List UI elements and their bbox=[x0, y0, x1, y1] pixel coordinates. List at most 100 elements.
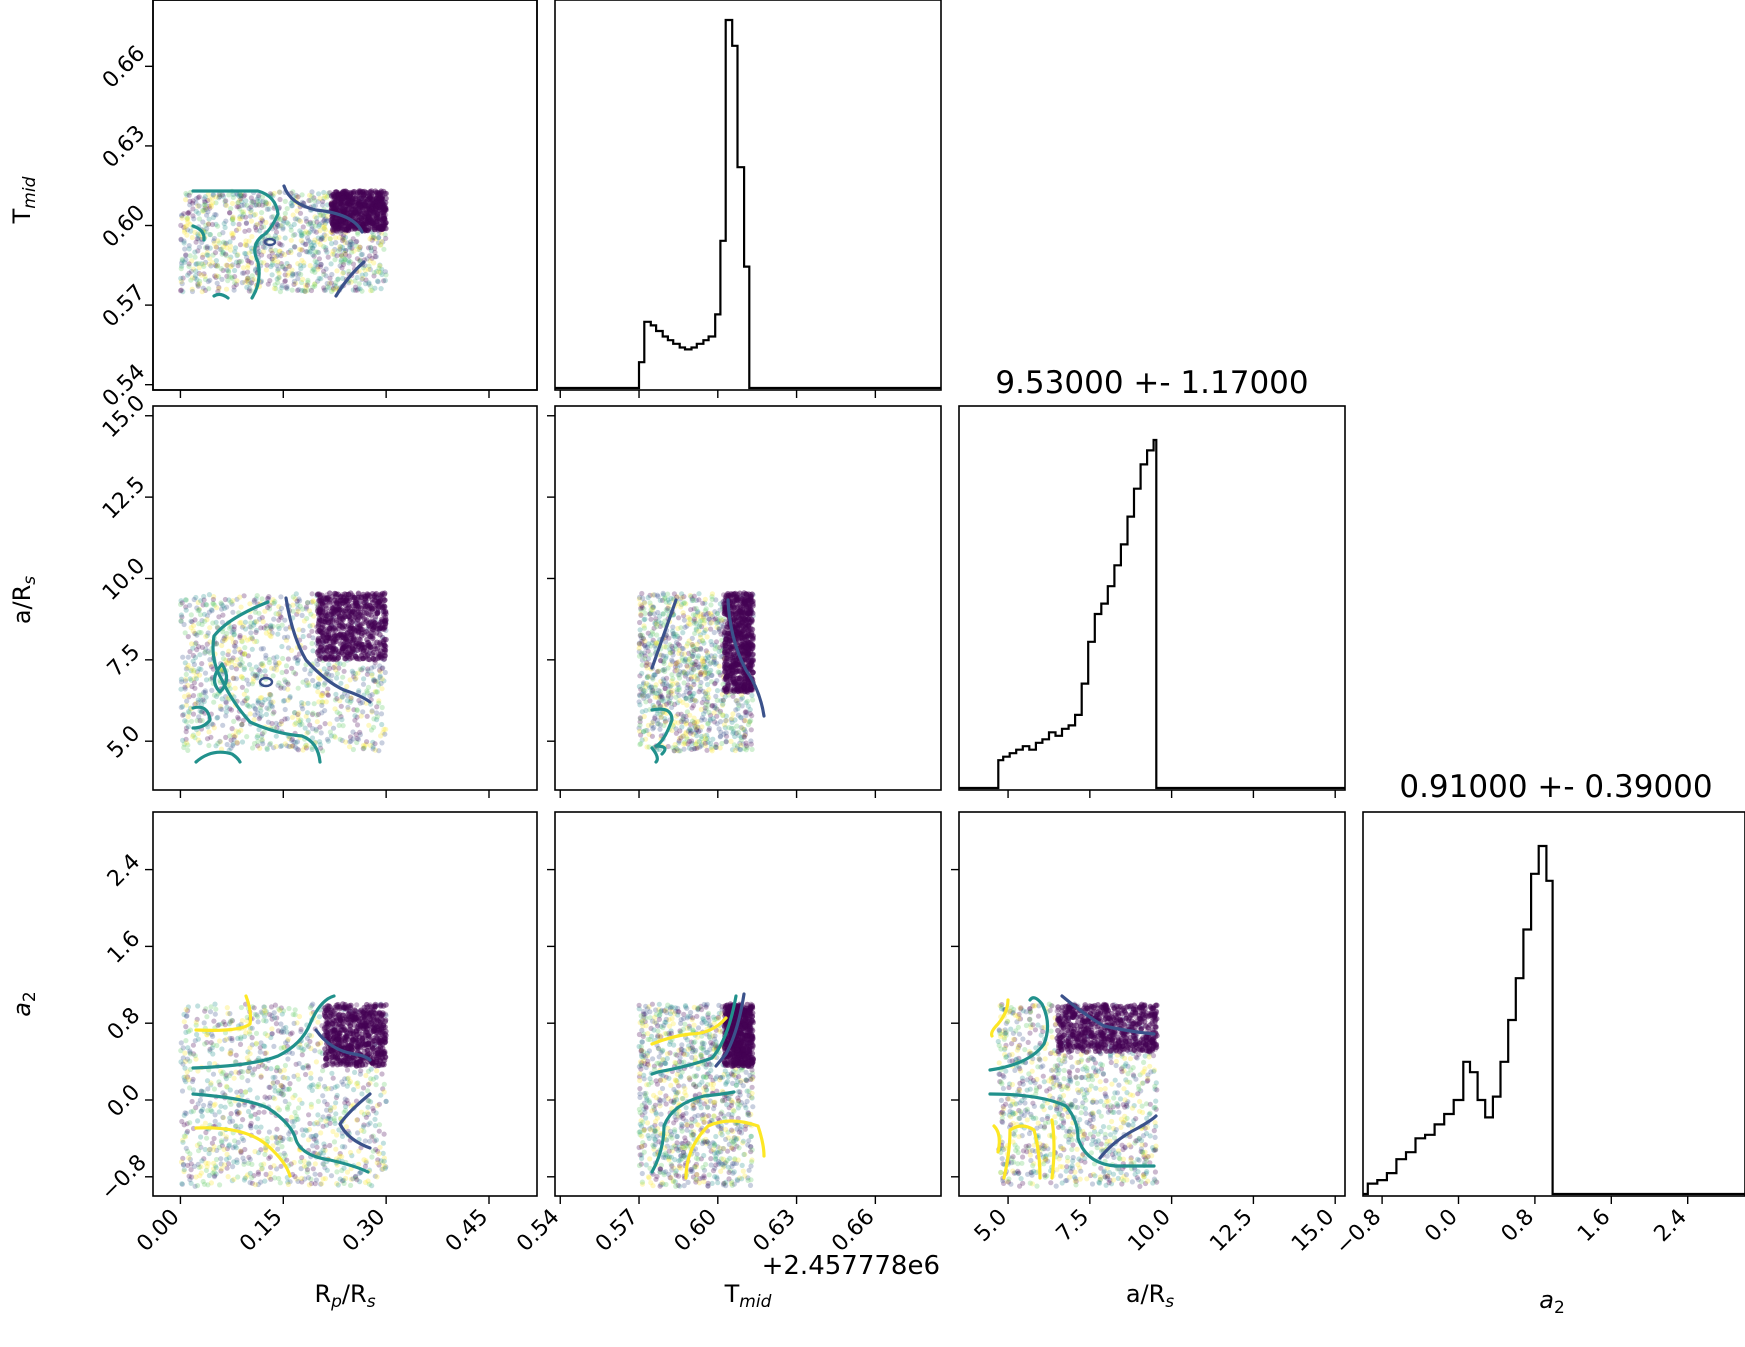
scatter-point bbox=[355, 736, 362, 742]
scatter-point bbox=[256, 248, 262, 255]
scatter-point-dense bbox=[332, 224, 339, 230]
scatter-point bbox=[273, 662, 279, 668]
scatter-point bbox=[294, 598, 300, 604]
scatter-rp-ars bbox=[178, 590, 389, 754]
scatter-point bbox=[285, 272, 291, 278]
scatter-point bbox=[321, 268, 327, 274]
scatter-point bbox=[378, 286, 384, 292]
scatter-point-dense bbox=[326, 600, 333, 606]
scatter-point bbox=[649, 733, 656, 739]
scatter-point bbox=[223, 218, 229, 224]
scatter-point bbox=[241, 666, 247, 673]
scatter-point bbox=[238, 656, 244, 662]
scatter-point bbox=[185, 692, 191, 698]
scatter-point bbox=[279, 242, 285, 248]
scatter-point bbox=[310, 266, 316, 272]
scatter-point bbox=[236, 193, 242, 199]
scatter-point bbox=[238, 727, 244, 734]
scatter-point bbox=[277, 189, 283, 195]
scatter-point bbox=[368, 245, 374, 251]
scatter-point bbox=[261, 729, 267, 735]
scatter-point bbox=[357, 247, 363, 253]
scatter-point bbox=[298, 266, 304, 272]
scatter-point bbox=[284, 206, 290, 212]
scatter-point bbox=[190, 733, 196, 740]
scatter-point bbox=[294, 208, 300, 214]
scatter-point bbox=[215, 223, 221, 229]
scatter-point bbox=[337, 736, 343, 742]
scatter-point bbox=[292, 655, 298, 661]
scatter-point bbox=[203, 222, 209, 228]
scatter-point bbox=[284, 286, 290, 292]
scatter-point bbox=[313, 262, 319, 268]
scatter-point bbox=[271, 616, 277, 622]
scatter-point bbox=[703, 664, 709, 670]
scatter-point bbox=[202, 202, 208, 208]
scatter-point bbox=[195, 195, 201, 201]
scatter-point bbox=[179, 281, 185, 287]
scatter-point bbox=[242, 241, 248, 247]
scatter-point bbox=[277, 248, 283, 254]
scatter-point bbox=[352, 713, 358, 719]
scatter-point-dense bbox=[369, 591, 376, 597]
scatter-point bbox=[665, 665, 671, 671]
scatter-point bbox=[307, 263, 313, 269]
scatter-point bbox=[213, 743, 219, 749]
scatter-point bbox=[252, 224, 259, 230]
scatter-point bbox=[371, 273, 377, 279]
scatter-point bbox=[324, 280, 330, 287]
scatter-point bbox=[253, 211, 259, 217]
scatter-point bbox=[744, 698, 751, 704]
scatter-point bbox=[244, 202, 250, 208]
scatter-point bbox=[360, 709, 366, 715]
scatter-point bbox=[714, 620, 720, 626]
scatter-point bbox=[325, 254, 331, 260]
scatter-point bbox=[259, 660, 265, 667]
scatter-point bbox=[275, 611, 282, 617]
scatter-point bbox=[213, 258, 219, 264]
scatter-point bbox=[200, 207, 206, 213]
scatter-point bbox=[186, 209, 192, 215]
scatter-point bbox=[317, 241, 323, 247]
scatter-point bbox=[236, 259, 242, 265]
scatter-point bbox=[307, 239, 313, 245]
scatter-point bbox=[748, 727, 754, 733]
scatter-point bbox=[667, 650, 673, 656]
scatter-point bbox=[222, 202, 228, 208]
scatter-point bbox=[320, 213, 326, 219]
scatter-point bbox=[668, 694, 674, 701]
scatter-point bbox=[327, 729, 333, 735]
scatter-point bbox=[229, 230, 235, 236]
scatter-point bbox=[364, 713, 370, 719]
scatter-point bbox=[712, 681, 718, 687]
scatter-point bbox=[275, 224, 281, 230]
scatter-point bbox=[637, 594, 643, 601]
scatter-point bbox=[216, 614, 222, 620]
scatter-point bbox=[224, 245, 230, 251]
scatter-point bbox=[245, 277, 251, 283]
scatter-point bbox=[214, 605, 220, 611]
scatter-point bbox=[208, 664, 215, 670]
scatter-point bbox=[300, 276, 306, 282]
scatter-point bbox=[244, 284, 250, 290]
scatter-point bbox=[272, 599, 278, 605]
scatter-point bbox=[245, 703, 251, 709]
scatter-point bbox=[182, 718, 188, 724]
scatter-point bbox=[248, 630, 254, 636]
scatter-point bbox=[269, 214, 275, 220]
scatter-point bbox=[338, 252, 344, 258]
scatter-point bbox=[723, 730, 729, 736]
scatter-point bbox=[229, 659, 235, 665]
scatter-point bbox=[236, 226, 242, 232]
scatter-point-dense bbox=[341, 206, 348, 213]
scatter-point bbox=[345, 704, 351, 710]
scatter-point bbox=[259, 217, 265, 223]
scatter-point bbox=[704, 634, 710, 640]
scatter-point bbox=[183, 223, 189, 229]
scatter-point bbox=[299, 721, 305, 727]
scatter-point bbox=[260, 741, 266, 747]
scatter-point bbox=[178, 686, 184, 692]
scatter-point bbox=[641, 625, 648, 631]
scatter-point bbox=[749, 713, 755, 719]
scatter-point-dense bbox=[367, 644, 374, 650]
